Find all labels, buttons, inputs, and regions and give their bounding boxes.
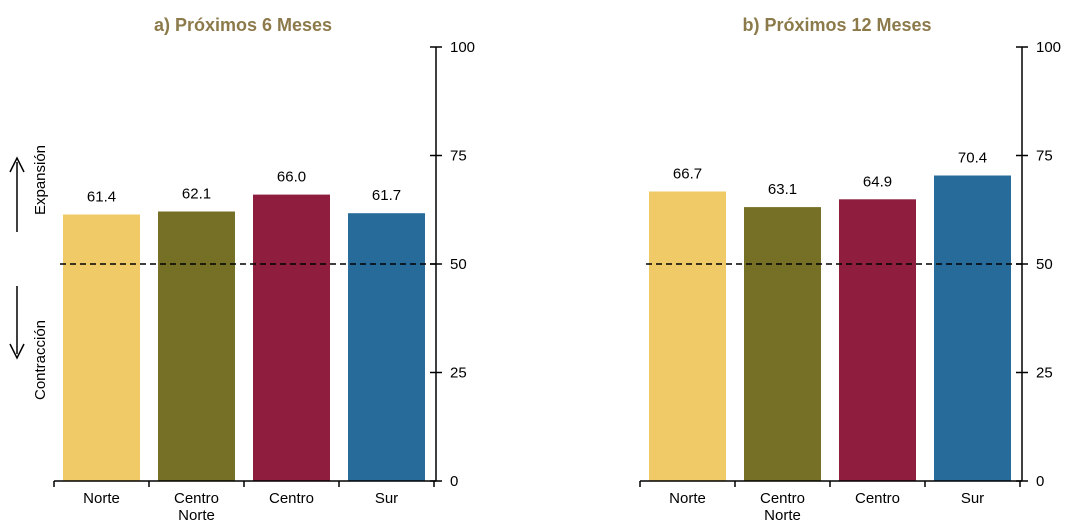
data-label: 61.7: [372, 187, 401, 204]
bar-norte: [63, 214, 140, 481]
panel-a-title: a) Próximos 6 Meses: [154, 15, 332, 35]
y-tick-label: 100: [1036, 39, 1061, 56]
data-label: 66.7: [673, 166, 702, 183]
category-label: Centro: [760, 490, 805, 507]
panel-6-meses: a) Próximos 6 Meses 61.4 62.1 66.0 61.7 Nort…: [9, 15, 475, 524]
data-label: 62.1: [182, 186, 211, 203]
category-label: Norte: [83, 490, 120, 507]
category-label: Sur: [961, 490, 984, 507]
bar-centro-norte: [744, 207, 821, 481]
bar-centro: [839, 199, 916, 482]
bar-centro-norte: [158, 211, 235, 481]
contraction-label: Contracción: [32, 320, 49, 400]
contraction-arrow-head: [9, 343, 25, 360]
panel-12-meses: b) Próximos 12 Meses 66.7 63.1 64.9 70.4 Nor…: [639, 15, 1061, 524]
data-label: 66.0: [277, 169, 306, 186]
expansion-arrow-head: [9, 156, 25, 173]
category-label: Norte: [669, 490, 706, 507]
category-label: Centro: [174, 490, 219, 507]
category-label: Centro: [269, 490, 314, 507]
y-tick-label: 50: [1036, 256, 1053, 273]
y-tick-label: 25: [1036, 365, 1053, 382]
category-label: Centro: [855, 490, 900, 507]
category-label: Sur: [375, 490, 398, 507]
y-tick-label: 75: [1036, 148, 1053, 165]
y-tick-label: 50: [450, 256, 467, 273]
bar-centro: [253, 194, 330, 481]
data-label: 70.4: [958, 150, 987, 167]
side-annotations: Expansión Contracción: [9, 145, 49, 400]
data-label: 61.4: [87, 189, 116, 206]
bar-sur: [348, 213, 425, 481]
category-label: Norte: [764, 507, 801, 524]
data-label: 63.1: [768, 181, 797, 198]
y-tick-label: 25: [450, 365, 467, 382]
y-tick-label: 75: [450, 148, 467, 165]
expansion-label: Expansión: [32, 145, 49, 215]
y-tick-label: 0: [1036, 473, 1044, 490]
y-tick-label: 100: [450, 39, 475, 56]
bar-norte: [649, 191, 726, 481]
bar-sur: [934, 175, 1011, 481]
y-tick-label: 0: [450, 473, 458, 490]
panel-b-title: b) Próximos 12 Meses: [742, 15, 931, 35]
category-label: Norte: [178, 507, 215, 524]
data-label: 64.9: [863, 173, 892, 190]
